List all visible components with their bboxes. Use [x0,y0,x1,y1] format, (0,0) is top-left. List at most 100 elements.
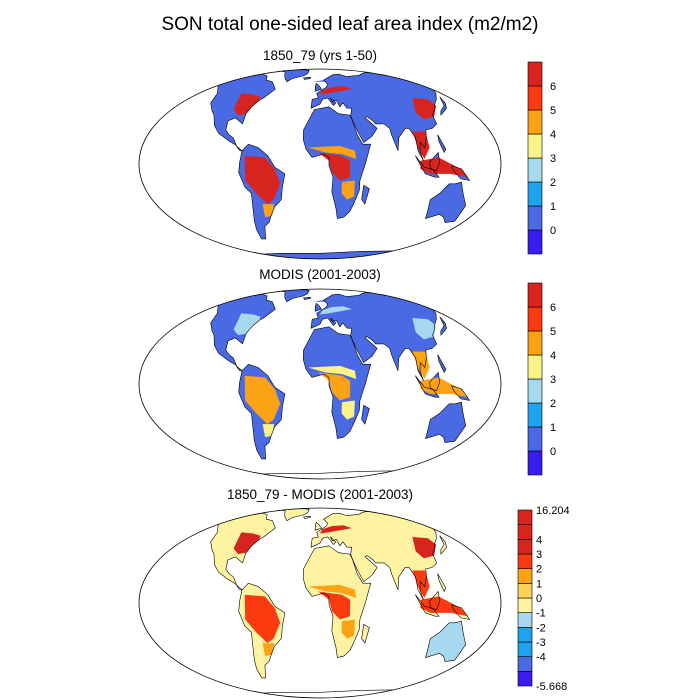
region-desert [362,316,407,334]
colorbar-tick-label: 4 [536,534,542,546]
land-eurasia [311,71,445,161]
colorbar-swatch [517,509,533,525]
region-tropics [244,594,281,644]
colorbar-swatch [517,553,533,569]
region-tropics [244,375,281,425]
colorbar-tick-label: -3 [536,637,546,649]
coastline-australia [425,181,467,223]
region-temperate [412,98,437,120]
colorbar-tick-label: 6 [550,81,556,93]
colorbar-tick-label: -4 [536,652,546,664]
panel-title-difference: 1850_79 - MODIS (2001-2003) [226,487,414,502]
coastline-madagascar [361,404,370,425]
land-madagascar [361,405,370,425]
region-tropics [244,155,281,205]
coastline-australia [425,401,467,443]
region-tropics [420,157,469,178]
coastline-greenland [280,69,310,83]
coastline-japan [439,535,447,555]
coastline-uk [314,302,323,312]
land-uk [315,522,322,531]
region-tropics [412,570,430,598]
coastline-greenland [280,289,310,303]
region-greenland [280,289,310,302]
colorbar-swatch [517,627,533,643]
coastline-madagascar [361,184,370,205]
coastline-japan [439,96,447,116]
coastline-northAmerica [199,512,276,591]
region-mixed [308,365,357,379]
colorbar-tick-label: 3 [550,153,556,165]
colorbar-tick-label: 16.204 [536,505,570,517]
region-desert [305,555,355,579]
colorbar-swatch [517,671,533,687]
region-mixed [341,400,355,420]
coastline-africa [302,545,372,658]
coastline-greenland [280,508,310,522]
colorbar-swatch [517,568,533,584]
colorbar-1850-79: 0 1 2 3 4 5 6 [527,61,556,255]
region-tropics [420,596,469,617]
region-desert [362,535,407,553]
colorbar-swatch [527,282,543,308]
region-mixed [308,584,357,598]
region-temperate [320,525,352,534]
coastline-eurasia [310,291,445,381]
coastline-philippines [437,134,447,154]
region-desert [362,96,407,114]
coastline-africa [302,106,372,219]
colorbar-tick-label: 3 [536,549,542,561]
colorbar-tick-label: 1 [550,201,556,213]
colorbar-swatch [517,597,533,613]
coastline-indonesia [415,155,440,178]
land-uk [315,303,322,312]
coastline-iceland [302,296,311,300]
region-australia [425,402,466,443]
colorbar-swatch [517,641,533,657]
land-philippines [437,354,446,373]
land-japan [439,316,447,336]
panel-title-modis: MODIS (2001-2003) [259,267,381,282]
region-tropics [420,377,469,398]
coastline-southAmerica [238,363,286,460]
coastline-northAmerica [199,293,276,372]
colorbar-tick-label: 6 [550,302,556,314]
region-mixed [341,619,355,639]
colorbar-difference: -5.668 -4 -3 -2 -1 0 1 2 3 4 16.204 [517,505,570,693]
coastline-australia [425,620,467,662]
coastline-indonesia [415,594,440,617]
map-border [138,507,502,699]
region-tropics [412,131,430,159]
coastline-southAmerica [238,143,286,240]
coastline-uk [314,82,323,92]
colorbar-tick-label: 0 [550,446,556,458]
colorbar-tick-label: -2 [536,622,546,634]
region-tropics [318,152,351,181]
land-japan [439,96,447,116]
colorbar-modis: 0 1 2 3 4 5 6 [527,282,556,476]
land-philippines [437,573,446,592]
coastline-newGuinea [451,604,471,620]
coastline-borneo [429,151,441,171]
region-temperate [412,537,437,559]
colorbar-swatch [517,656,533,672]
region-tropics [412,351,430,379]
coastline-iceland [302,515,311,519]
region-temperate [320,306,352,315]
coastline-philippines [437,354,447,374]
coastline-newGuinea [451,385,471,401]
colorbar-tick-label: 1 [536,578,542,590]
colorbar-swatch [517,583,533,599]
coastline-northAmerica [199,73,276,152]
coastline-philippines [437,573,447,593]
region-mixed [262,424,275,438]
colorbar-tick-label: 0 [550,225,556,237]
colorbar-tick-label: 3 [550,374,556,386]
coastline-africa [302,326,372,439]
coastline-borneo [429,371,441,391]
coastline-madagascar [361,623,370,644]
colorbar-tick-label: 2 [550,398,556,410]
coastline-borneo [429,590,441,610]
